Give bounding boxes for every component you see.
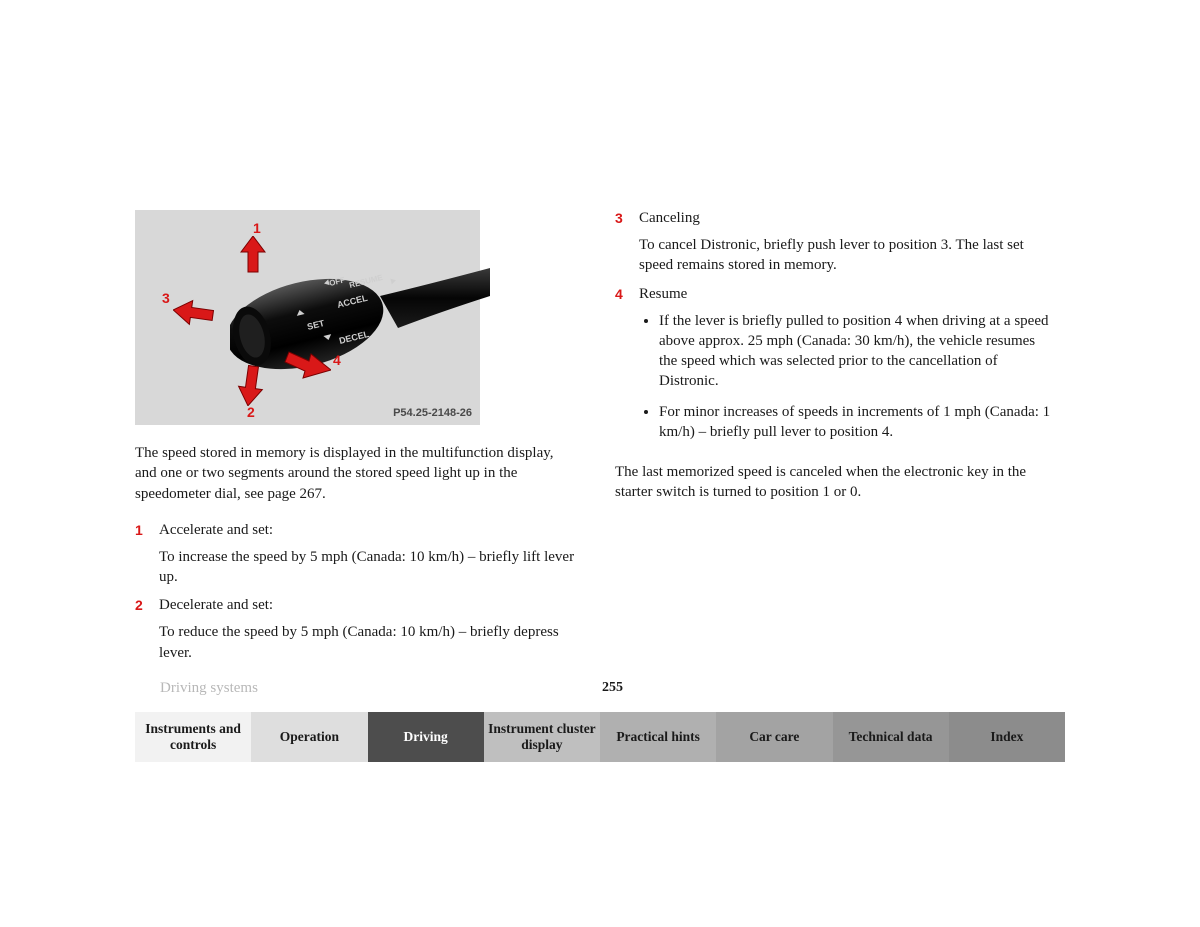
left-column: OFF RESUME ACCEL SET DECEL (135, 210, 575, 673)
arrow-4-icon (283, 342, 331, 382)
right-list: 3 Canceling To cancel Distronic, briefly… (615, 210, 1055, 452)
item-desc: To reduce the speed by 5 mph (Canada: 10… (159, 622, 575, 663)
diagram-label-3: 3 (162, 290, 170, 306)
list-item: 1 Accelerate and set: To increase the sp… (135, 522, 575, 588)
page-number: 255 (602, 680, 623, 696)
item-title: Accelerate and set: (159, 522, 575, 539)
item-body: Resume If the lever is briefly pulled to… (639, 286, 1055, 453)
list-item: 2 Decelerate and set: To reduce the spee… (135, 597, 575, 663)
intro-text: The speed stored in memory is displayed … (135, 443, 575, 504)
list-item: 3 Canceling To cancel Distronic, briefly… (615, 210, 1055, 276)
item-title: Canceling (639, 210, 1055, 227)
item-number: 3 (615, 210, 639, 276)
section-footer: Driving systems 255 (160, 680, 1065, 697)
item-number: 1 (135, 522, 159, 588)
item-body: Canceling To cancel Distronic, briefly p… (639, 210, 1055, 276)
tab-car-care[interactable]: Car care (716, 712, 832, 762)
item-number: 4 (615, 286, 639, 453)
closing-text: The last memorized speed is canceled whe… (615, 462, 1055, 503)
list-item: 4 Resume If the lever is briefly pulled … (615, 286, 1055, 453)
arrow-2-icon (233, 362, 269, 406)
tab-technical-data[interactable]: Technical data (833, 712, 949, 762)
bullet-item: If the lever is briefly pulled to positi… (659, 311, 1055, 392)
left-list: 1 Accelerate and set: To increase the sp… (135, 522, 575, 663)
lever-diagram: OFF RESUME ACCEL SET DECEL (135, 210, 480, 425)
item-title: Decelerate and set: (159, 597, 575, 614)
item-number: 2 (135, 597, 159, 663)
arrow-1-icon (235, 236, 271, 276)
nav-tabs: Instruments and controls Operation Drivi… (135, 712, 1065, 762)
two-column-layout: OFF RESUME ACCEL SET DECEL (135, 210, 1065, 673)
item-desc: To cancel Distronic, briefly push lever … (639, 235, 1055, 276)
tab-cluster-display[interactable]: Instrument cluster display (484, 712, 600, 762)
cruise-lever-icon: OFF RESUME ACCEL SET DECEL (230, 266, 490, 396)
item-desc: To increase the speed by 5 mph (Canada: … (159, 547, 575, 588)
item-body: Decelerate and set: To reduce the speed … (159, 597, 575, 663)
bullet-item: For minor increases of speeds in increme… (659, 402, 1055, 443)
section-title: Driving systems (160, 680, 258, 697)
tab-operation[interactable]: Operation (251, 712, 367, 762)
arrow-3-icon (173, 296, 217, 330)
item-title: Resume (639, 286, 1055, 303)
bullet-list: If the lever is briefly pulled to positi… (659, 311, 1055, 443)
tab-instruments[interactable]: Instruments and controls (135, 712, 251, 762)
tab-index[interactable]: Index (949, 712, 1065, 762)
item-body: Accelerate and set: To increase the spee… (159, 522, 575, 588)
page-content: OFF RESUME ACCEL SET DECEL (135, 210, 1065, 673)
tab-driving[interactable]: Driving (368, 712, 484, 762)
right-column: 3 Canceling To cancel Distronic, briefly… (615, 210, 1055, 673)
diagram-code: P54.25-2148-26 (393, 407, 472, 419)
tab-practical-hints[interactable]: Practical hints (600, 712, 716, 762)
diagram-label-1: 1 (253, 220, 261, 236)
diagram-label-2: 2 (247, 404, 255, 420)
diagram-label-4: 4 (333, 352, 341, 368)
